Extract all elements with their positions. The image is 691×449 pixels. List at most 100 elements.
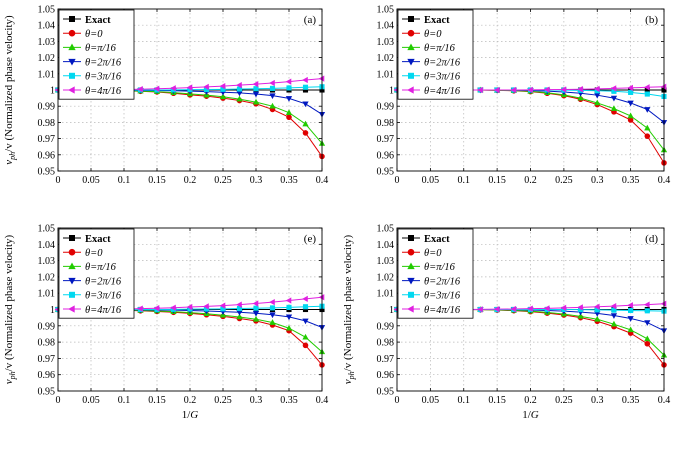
y-tick-label: 1.03 <box>377 37 395 48</box>
x-tick-label: 0.05 <box>422 175 440 186</box>
legend-marker <box>68 277 76 285</box>
y-axis-label: vph/v (Normalized phase velocity) <box>342 234 356 384</box>
data-point <box>137 305 143 312</box>
y-tick-label: 0.95 <box>377 387 395 398</box>
y-tick-label: 1.02 <box>38 272 56 283</box>
legend-marker <box>407 58 415 66</box>
legend-label: θ=2π/16 <box>85 57 122 68</box>
data-point <box>577 312 584 319</box>
data-point <box>302 295 308 303</box>
x-tick-label: 0.1 <box>118 175 131 186</box>
data-point <box>510 86 517 94</box>
data-point <box>477 86 483 94</box>
y-tick-label: 1.02 <box>377 53 395 64</box>
data-point <box>302 84 309 90</box>
legend-marker <box>68 29 76 37</box>
x-tick-label: 0.4 <box>316 175 329 186</box>
legend-box <box>58 228 135 319</box>
x-tick-label: 0.1 <box>118 395 131 406</box>
x-tick-label: 0.25 <box>214 175 232 186</box>
x-tick-label: 0 <box>56 395 61 406</box>
data-point <box>285 314 293 321</box>
legend: Exact θ=0 θ=π/16 θ=2π/16 θ=3π/16 θ=4π/16 <box>397 9 474 100</box>
y-tick-label: 1.05 <box>377 224 395 235</box>
y-axis-label: vph/v (Normalized phase velocity) <box>3 15 17 165</box>
plot-frame <box>396 8 665 172</box>
x-tick-label: 0.35 <box>280 175 298 186</box>
data-point <box>610 105 618 111</box>
data-point <box>302 342 309 349</box>
x-tick-label: 0.1 <box>458 395 471 406</box>
legend-label: θ=4π/16 <box>424 86 461 97</box>
x-tick-label: 0.35 <box>622 395 640 406</box>
data-point <box>527 86 533 93</box>
data-point <box>170 304 176 311</box>
legend-label: θ=π/16 <box>85 262 117 273</box>
legend: Exact θ=0 θ=π/16 θ=2π/16 θ=3π/16 θ=4π/16 <box>397 228 474 319</box>
y-tick-label: 1 <box>389 305 394 316</box>
data-point <box>153 305 160 312</box>
y-tick-label: 1.05 <box>38 5 56 16</box>
data-point <box>269 319 276 325</box>
plot-frame <box>57 227 323 392</box>
y-tick-label: 0.96 <box>377 370 395 381</box>
x-tick-label: 0.3 <box>591 175 604 186</box>
legend-item: θ=π/16 <box>402 262 456 273</box>
y-axis-label: vph/v (Normalized phase velocity) <box>3 234 17 384</box>
x-tick-label: 0.05 <box>422 395 440 406</box>
data-point <box>493 86 500 94</box>
y-tick-label: 0.97 <box>38 134 56 145</box>
data-point <box>269 299 275 306</box>
legend-label: Exact <box>424 234 450 245</box>
x-tick-label: 0.05 <box>82 175 100 186</box>
data-point <box>219 302 226 309</box>
data-point <box>269 312 276 319</box>
legend-label: Exact <box>424 15 450 26</box>
y-tick-label: 1.02 <box>38 53 56 64</box>
data-point <box>627 84 633 92</box>
legend-label: Exact <box>85 15 111 26</box>
data-point <box>627 302 633 309</box>
y-tick-label: 1.01 <box>38 69 56 80</box>
x-tick-label: 0.2 <box>524 395 537 406</box>
data-point <box>644 308 650 314</box>
legend-item: θ=0 <box>402 29 442 40</box>
data-point <box>610 85 617 92</box>
y-tick-label: 0.96 <box>377 150 395 161</box>
legend-item: θ=4π/16 <box>402 305 461 316</box>
data-point <box>644 320 651 326</box>
panel-e: 0 0.05 0.1 0.15 0.2 0.25 0.3 0.35 0.4 0.95 0.96 0.9… <box>3 224 328 422</box>
data-point <box>577 304 583 311</box>
data-point <box>286 304 292 310</box>
x-tick-label: 0.25 <box>555 395 573 406</box>
data-point <box>493 306 500 313</box>
data-point <box>252 81 259 88</box>
y-tick-label: 0.98 <box>377 338 395 349</box>
panel-label: (e) <box>304 233 317 245</box>
legend-marker <box>69 291 76 298</box>
y-tick-label: 1.02 <box>377 272 395 283</box>
data-point <box>236 301 242 308</box>
legend-marker <box>407 43 415 51</box>
legend-label: θ=π/16 <box>424 43 456 54</box>
data-point <box>285 297 292 304</box>
data-point <box>269 85 276 91</box>
y-tick-label: 0.99 <box>38 102 56 113</box>
data-point <box>153 85 160 92</box>
legend-label: θ=4π/16 <box>85 305 122 316</box>
data-point <box>593 85 600 92</box>
data-point <box>593 303 600 310</box>
data-point <box>644 335 651 342</box>
data-point <box>643 301 650 308</box>
y-tick-label: 1.04 <box>377 21 395 32</box>
legend-label: θ=2π/16 <box>85 276 122 287</box>
data-point <box>285 324 293 331</box>
x-tick-label: 0.15 <box>488 395 506 406</box>
x-tick-label: 0.35 <box>280 395 298 406</box>
data-point <box>186 303 193 311</box>
data-point <box>269 305 276 311</box>
y-tick-label: 0.97 <box>377 134 395 145</box>
legend-item: θ=4π/16 <box>63 86 122 97</box>
legend-label: θ=3π/16 <box>424 72 461 83</box>
legend: Exact θ=0 θ=π/16 θ=2π/16 θ=3π/16 θ=4π/16 <box>58 9 135 100</box>
